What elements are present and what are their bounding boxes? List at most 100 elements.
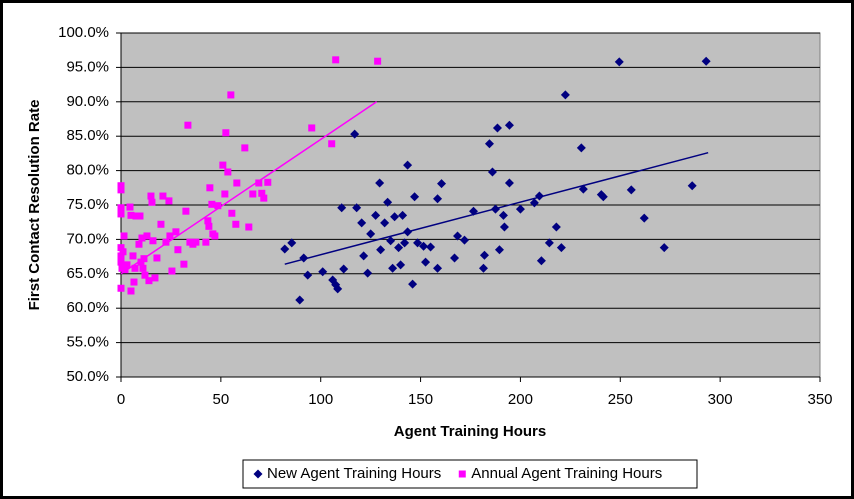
data-point bbox=[375, 178, 385, 188]
data-point bbox=[504, 120, 514, 130]
data-point bbox=[339, 264, 349, 274]
legend-marker bbox=[458, 470, 466, 478]
data-point bbox=[165, 197, 173, 205]
data-point bbox=[388, 263, 398, 273]
data-point bbox=[136, 212, 144, 220]
data-point bbox=[245, 223, 253, 231]
data-point bbox=[374, 57, 382, 65]
data-point bbox=[141, 271, 149, 279]
data-point bbox=[138, 234, 146, 242]
data-point bbox=[556, 243, 566, 253]
data-point bbox=[359, 251, 369, 261]
data-point bbox=[119, 248, 127, 256]
data-point bbox=[376, 245, 386, 255]
y-tick-label: 60.0% bbox=[66, 299, 109, 316]
data-point bbox=[504, 178, 514, 188]
data-point bbox=[149, 237, 157, 245]
data-point bbox=[333, 284, 343, 294]
data-point bbox=[139, 264, 147, 272]
data-point bbox=[536, 256, 546, 266]
data-point bbox=[172, 228, 180, 236]
data-point bbox=[487, 167, 497, 177]
data-point bbox=[515, 204, 525, 214]
data-point bbox=[352, 203, 362, 213]
data-point bbox=[332, 56, 340, 64]
data-point bbox=[437, 179, 447, 189]
data-point bbox=[162, 238, 170, 246]
trendline bbox=[284, 151, 709, 265]
data-point bbox=[228, 209, 236, 217]
x-tick-label: 100 bbox=[308, 391, 333, 408]
data-point bbox=[206, 184, 214, 192]
data-point bbox=[386, 236, 396, 246]
data-point bbox=[159, 192, 167, 200]
x-tick-label: 300 bbox=[708, 391, 733, 408]
y-tick-label: 100.0% bbox=[58, 24, 109, 41]
data-point bbox=[551, 222, 561, 232]
data-point bbox=[478, 263, 488, 273]
data-point bbox=[614, 57, 624, 67]
data-point bbox=[390, 212, 400, 222]
data-point bbox=[117, 252, 125, 260]
data-point bbox=[192, 238, 200, 246]
y-tick-label: 75.0% bbox=[66, 196, 109, 213]
data-point bbox=[174, 246, 182, 254]
data-point bbox=[350, 129, 360, 139]
data-point bbox=[222, 129, 230, 137]
x-tick-label: 350 bbox=[807, 391, 832, 408]
data-point bbox=[598, 192, 608, 202]
data-point bbox=[117, 284, 125, 292]
data-point bbox=[529, 198, 539, 208]
data-point bbox=[153, 254, 161, 262]
data-point bbox=[117, 244, 125, 252]
data-point bbox=[380, 218, 390, 228]
x-tick-label: 150 bbox=[408, 391, 433, 408]
data-point bbox=[184, 121, 192, 129]
y-tick-label: 65.0% bbox=[66, 265, 109, 282]
legend-box bbox=[242, 459, 698, 489]
data-point bbox=[460, 235, 470, 245]
data-point bbox=[132, 212, 140, 220]
data-point bbox=[400, 238, 410, 248]
data-point bbox=[202, 238, 210, 246]
data-point bbox=[494, 245, 504, 255]
data-point bbox=[255, 179, 263, 187]
data-point bbox=[117, 186, 125, 194]
y-tick-label: 90.0% bbox=[66, 93, 109, 110]
data-point bbox=[123, 261, 131, 269]
legend-label: Annual Agent Training Hours bbox=[471, 465, 662, 482]
data-point bbox=[419, 241, 429, 251]
data-point bbox=[410, 192, 420, 202]
data-point bbox=[394, 243, 404, 253]
data-point bbox=[318, 267, 328, 277]
data-point bbox=[363, 268, 373, 278]
data-point bbox=[117, 258, 125, 266]
data-point bbox=[129, 252, 137, 260]
data-point bbox=[145, 277, 153, 285]
data-point bbox=[687, 181, 697, 191]
data-point bbox=[383, 197, 393, 207]
data-point bbox=[499, 222, 509, 232]
data-point bbox=[135, 240, 143, 248]
data-point bbox=[219, 161, 227, 169]
data-point bbox=[544, 238, 554, 248]
x-tick-label: 0 bbox=[117, 391, 125, 408]
data-point bbox=[205, 222, 213, 230]
legend-label: New Agent Training Hours bbox=[267, 465, 441, 482]
data-point bbox=[204, 217, 212, 225]
data-point bbox=[233, 179, 241, 187]
data-point bbox=[295, 295, 305, 305]
y-tick-label: 95.0% bbox=[66, 58, 109, 75]
data-point bbox=[182, 207, 190, 215]
y-tick-label: 70.0% bbox=[66, 230, 109, 247]
data-point bbox=[232, 220, 240, 228]
data-point bbox=[328, 140, 336, 148]
data-point bbox=[498, 210, 508, 220]
data-point bbox=[576, 143, 586, 153]
data-point bbox=[120, 232, 128, 240]
data-point bbox=[366, 229, 376, 239]
data-point bbox=[208, 200, 216, 208]
x-axis-title: Agent Training Hours bbox=[394, 423, 547, 440]
data-point bbox=[433, 263, 443, 273]
